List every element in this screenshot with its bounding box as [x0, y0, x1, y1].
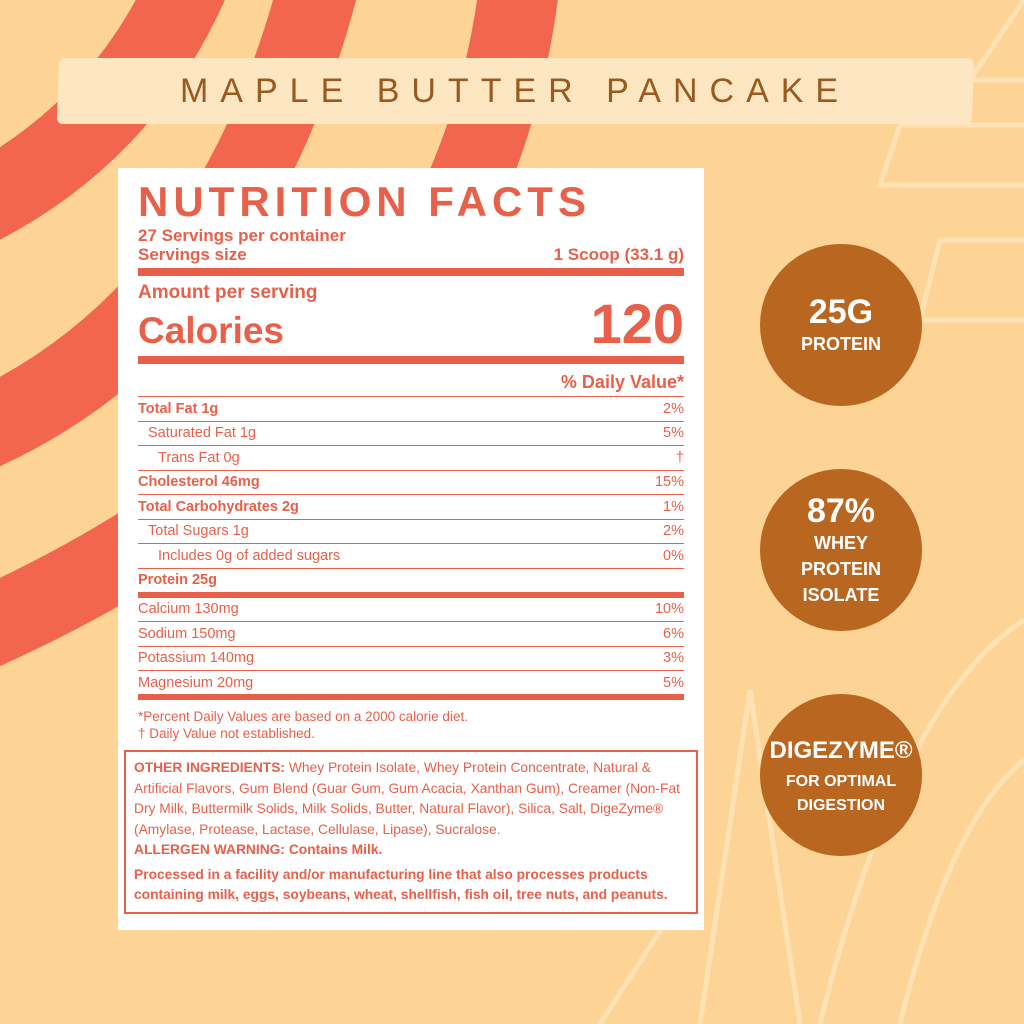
ingredients-text: OTHER INGREDIENTS: Whey Protein Isolate,… — [134, 758, 688, 840]
footnote: *Percent Daily Values are based on a 200… — [138, 709, 468, 724]
nutrient-name: Sodium 150mg — [138, 625, 236, 642]
badge-value: 87% — [806, 492, 876, 530]
nutrient-name: Magnesium 20mg — [138, 674, 254, 691]
nutrient-row: Protein 25g — [138, 569, 684, 598]
badge-protein: 25G PROTEIN — [760, 244, 922, 406]
ingredients-label: OTHER INGREDIENTS: — [134, 760, 286, 775]
flavor-name: MAPLE BUTTER PANCAKE — [180, 71, 851, 110]
nutrient-name: Potassium 140mg — [138, 650, 255, 667]
badge-value: DIGEZYME® — [769, 737, 913, 764]
nutrient-dv: 6% — [663, 625, 684, 642]
nutrient-dv: 10% — [654, 601, 684, 618]
nutrient-row: Sodium 150mg 6% — [138, 622, 684, 647]
decor-line — [876, 122, 1024, 188]
nutrient-row: Total Sugars 1g 2% — [138, 520, 684, 544]
nutrient-dv: 1% — [663, 498, 684, 515]
nutrient-name: Total Sugars 1g — [148, 523, 249, 540]
decor-line — [697, 689, 803, 1024]
nutrient-name: Protein 25g — [138, 572, 217, 588]
daily-value-header: % Daily Value* — [138, 368, 684, 397]
badge-text: PROTEIN — [800, 334, 881, 354]
nutrient-name: Includes 0g of added sugars — [158, 547, 341, 564]
nutrient-row: Cholesterol 46mg 15% — [138, 471, 684, 495]
nutrient-dv: 0% — [663, 547, 684, 564]
nutrient-row: Saturated Fat 1g 5% — [138, 422, 684, 446]
nutrient-name: Calcium 130mg — [138, 601, 239, 618]
serving-size-value: 1 Scoop (33.1 g) — [553, 245, 684, 264]
nutrient-row: Potassium 140mg 3% — [138, 647, 684, 671]
nutrient-row: Calcium 130mg 10% — [138, 598, 684, 622]
nutrient-dv: 5% — [663, 425, 684, 442]
ingredients-list: Whey Protein Isolate, Whey Protein Conce… — [134, 760, 680, 837]
badge-text: FOR OPTIMAL DIGESTION — [785, 773, 897, 814]
nutrient-dv: 5% — [663, 674, 684, 691]
nutrient-name: Cholesterol 46mg — [138, 474, 260, 491]
allergen-warning: ALLERGEN WARNING: Contains Milk. — [134, 842, 383, 857]
nutrient-name: Total Fat 1g — [138, 400, 219, 417]
nutrient-row: Total Fat 1g 2% — [138, 397, 684, 422]
divider — [138, 268, 684, 276]
decor-line — [965, 0, 1024, 83]
nutrient-name: Saturated Fat 1g — [148, 425, 257, 442]
nutrient-dv: 15% — [654, 474, 684, 491]
decor-line — [916, 237, 1024, 323]
decor-line — [897, 758, 1024, 1024]
nutrient-row: Includes 0g of added sugars 0% — [138, 544, 684, 569]
label-title: NUTRITION FACTS — [138, 178, 591, 225]
badge-digezyme: DIGEZYME® FOR OPTIMAL DIGESTION — [760, 694, 922, 856]
nutrition-label: NUTRITION FACTS 27 Servings per containe… — [118, 168, 704, 930]
badge-text: WHEY PROTEIN ISOLATE — [800, 533, 881, 605]
nutrient-name: Trans Fat 0g — [158, 449, 240, 466]
nutrient-dv: † — [675, 449, 684, 466]
divider — [138, 356, 684, 364]
badge-value: 25G — [808, 293, 874, 331]
nutrient-dv: 3% — [663, 650, 684, 667]
footnote: † Daily Value not established. — [138, 726, 315, 741]
nutrient-dv: 2% — [663, 523, 684, 540]
serving-size-label: Servings size — [138, 245, 247, 264]
nutrient-row: Magnesium 20mg 5% — [138, 671, 684, 700]
nutrient-dv: 2% — [663, 400, 684, 417]
nutrient-name: Total Carbohydrates 2g — [138, 498, 299, 515]
servings-per-container: 27 Servings per container — [138, 226, 346, 245]
nutrient-row: Trans Fat 0g † — [138, 446, 684, 471]
calories-label: Calories — [138, 310, 285, 351]
calories-value: 120 — [590, 292, 684, 355]
amount-per-serving: Amount per serving — [138, 282, 318, 303]
flavor-banner: MAPLE BUTTER PANCAKE — [56, 58, 975, 124]
badge-whey: 87% WHEY PROTEIN ISOLATE — [760, 469, 922, 631]
nutrient-row: Total Carbohydrates 2g 1% — [138, 495, 684, 520]
facility-warning: Processed in a facility and/or manufactu… — [134, 866, 668, 903]
ingredients-box: OTHER INGREDIENTS: Whey Protein Isolate,… — [124, 750, 698, 914]
